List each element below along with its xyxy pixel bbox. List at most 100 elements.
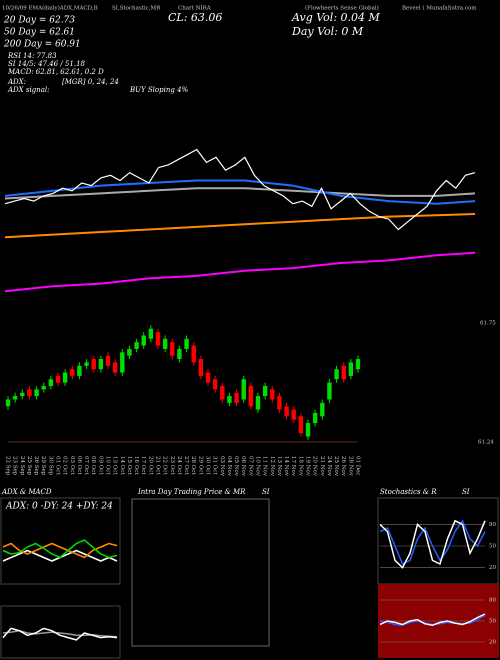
x-tick-label: 18 Nov [297,456,303,477]
annotation: Beveel ( MunafaSutra.com [402,5,477,12]
x-tick-label: 20 Nov [312,456,318,477]
candle-body [170,342,175,356]
x-tick-label: 11 Nov [262,456,268,477]
x-tick-label: 28 Oct [190,456,196,475]
annotation: RSI 14: 77.83 [7,52,57,60]
indicator-line [2,542,118,559]
x-tick-label: 10 Nov [255,456,261,477]
x-tick-label: 25 Sep [26,456,32,476]
x-tick-label: 30 Oct [205,456,211,475]
x-tick-label: 10 Oct [105,456,111,475]
candle-body [212,379,218,390]
x-tick-label: 17 Nov [290,456,296,477]
candle-body [262,386,268,397]
candle-body [155,332,161,346]
candle-body [41,386,46,390]
panel-title: Intra Day Trading Price & MR [137,488,246,496]
candle-body [162,338,168,349]
x-tick-label: 01 Oct [55,456,61,475]
candle-body [27,389,32,397]
indicator-line [379,613,486,626]
candle-body [327,382,332,400]
panel-frame [131,498,270,647]
x-tick-label: 24 Nov [326,456,332,477]
candle-body [191,345,196,363]
candle-body [255,396,261,410]
candle-body [220,386,225,400]
x-tick-label: 25 Nov [333,456,339,477]
candle-body [20,392,25,397]
x-tick-label: 21 Oct [155,456,161,475]
x-tick-label: 14 Oct [119,456,125,475]
annotation: MACD: 62.81, 62.61, 0.2 D [7,68,104,76]
x-tick-label: 22 Oct [162,456,168,475]
panel-frame [0,605,121,659]
candle-body [348,362,354,376]
x-tick-label: 07 Nov [247,456,253,477]
panel-frame [0,497,121,585]
candle-body [98,359,104,370]
candle-body [234,392,239,403]
y-tick-label: 50 [489,544,496,550]
candle-body [248,386,254,407]
candle-body [134,342,139,349]
annotation: Day Vol: 0 M [291,25,364,38]
x-tick-label: 26 Sep [33,456,39,476]
panel-title: ADX & MACD [1,488,52,496]
x-tick-label: 03 Oct [69,456,75,475]
x-tick-label: 12 Nov [269,456,275,477]
x-tick-label: 24 Sep [19,456,25,476]
indicator-line [2,539,118,559]
candle-body [184,338,189,349]
x-tick-label: 26 Nov [340,456,346,477]
x-tick-label: 22 Sep [5,456,11,476]
moving-average [4,179,476,205]
x-tick-label: 23 Oct [169,456,175,475]
x-tick-label: 16 Oct [133,456,139,475]
candle-body [205,372,211,383]
x-tick-label: 29 Sep [40,456,46,476]
x-tick-label: 29 Oct [197,456,203,475]
candle-body [305,423,311,437]
moving-average [4,251,476,293]
candle-body [12,396,18,400]
candle-body [77,365,82,376]
x-tick-label: 19 Nov [305,456,311,477]
x-tick-label: 31 Oct [212,456,218,475]
candle-body [91,359,96,370]
moving-average [4,213,476,239]
candle-body [105,355,111,366]
candle-body [298,416,304,434]
candle-body [312,412,318,424]
x-tick-label: 03 Nov [219,456,225,477]
y-tick-label: 61.24 [478,439,494,445]
x-tick-label: 15 Oct [126,456,132,475]
candle-body [70,369,75,376]
candle-body [270,389,275,400]
x-tick-label: 30 Sep [47,456,53,476]
moving-average [4,187,476,200]
candle-body [148,328,154,339]
panel-subtitle: ADX: 0 -DY: 24 +DY: 24 [5,502,113,512]
annotation: 50 Day = 62.61 [4,28,75,38]
candle-body [227,396,232,403]
annotation: SI,Stochastic,MR [112,6,161,12]
x-tick-label: 27 Oct [183,456,189,475]
panel-subtitle: SI [462,488,470,496]
candle-body [334,369,339,380]
x-tick-label: 23 Sep [12,456,18,476]
x-tick-label: 28 Nov [347,456,353,477]
candle-body [291,409,296,420]
candle-body [277,396,282,410]
annotation: [MGR] 0, 24, 24 [62,78,119,86]
x-tick-label: 06 Oct [76,456,82,475]
x-tick-label: 21 Nov [319,456,325,477]
y-tick-label: 80 [489,598,496,604]
y-tick-label: 20 [489,565,496,571]
annotation: CL: 63.06 [168,11,222,24]
annotation: 20 Day = 62.73 [3,16,75,26]
x-tick-label: 02 Oct [62,456,68,475]
annotation: (Flowheerts Sense Global) [305,5,379,12]
x-tick-label: 07 Oct [83,456,89,475]
x-tick-label: 06 Nov [240,456,246,477]
